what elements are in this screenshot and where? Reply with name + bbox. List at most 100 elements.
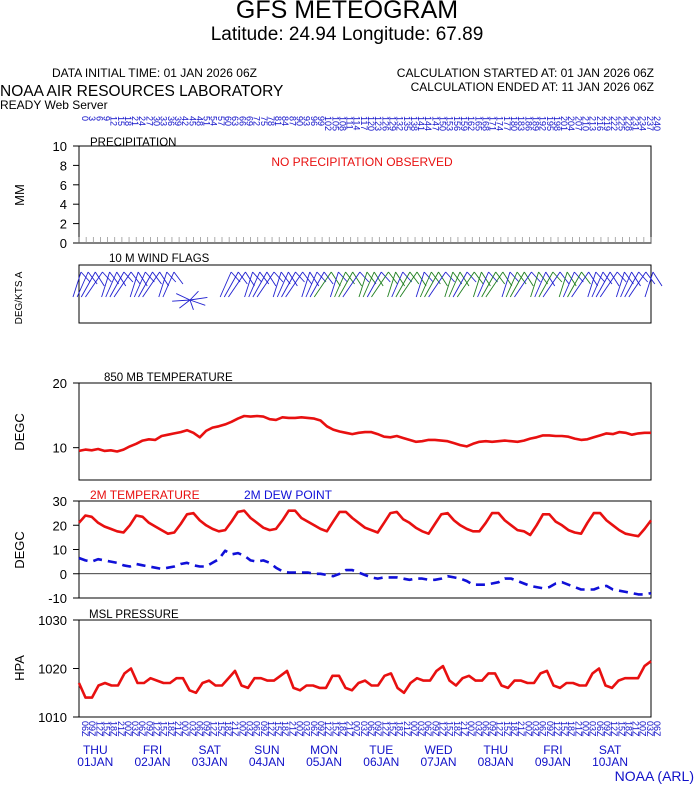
forecast-hour-label: 81 (273, 116, 283, 126)
forecast-hour-label: 159 (459, 116, 469, 131)
wind-barb (133, 271, 146, 298)
day-of-week-label: TUE (369, 743, 393, 757)
utc-hour-label: 12Z (266, 721, 276, 737)
wind-barb-flag (123, 271, 134, 283)
utc-hour-label: 21Z (173, 721, 183, 737)
forecast-hour-label: 111 (345, 116, 355, 130)
wind-barb (362, 271, 375, 298)
forecast-hour-label: 207 (573, 116, 583, 131)
day-of-week-label: FRI (143, 743, 162, 757)
legend-2m-temperature: 2M TEMPERATURE (90, 488, 200, 502)
utc-hour-label: 03Z (302, 721, 312, 737)
wind-barb (334, 271, 346, 298)
utc-hour-label: 12Z (323, 721, 333, 737)
utc-hour-label: 03Z (645, 721, 655, 737)
utc-hour-label: 15Z (159, 721, 169, 737)
forecast-hour-label: 18 (123, 116, 133, 126)
utc-hour-label: 06Z (366, 721, 376, 737)
wind-barb (219, 271, 232, 298)
wind-barb (567, 271, 582, 298)
forecast-hour-label: 21 (130, 116, 140, 126)
wind-barb (534, 271, 547, 298)
wind-barb (371, 271, 389, 298)
credit-label: NOAA (ARL) (614, 768, 694, 784)
forecast-hour-label: 144 (423, 116, 433, 131)
wind-barb (530, 271, 540, 298)
y-tick-label: 8 (60, 158, 67, 173)
wind-barb (189, 299, 206, 306)
forecast-hour-label: 117 (359, 116, 369, 130)
wind-barb (542, 271, 561, 298)
wind-barb-flag (545, 271, 556, 287)
y-tick-label: 1020 (38, 662, 67, 677)
utc-hour-label: 00Z (638, 721, 648, 737)
y-axis-label: DEGC (12, 531, 27, 569)
utc-hour-label: 18Z (337, 721, 347, 737)
wind-barb (129, 271, 139, 298)
day-of-week-label: THU (483, 743, 508, 757)
utc-hour-label: 06Z (538, 721, 548, 737)
day-of-week-label: SUN (254, 743, 279, 757)
wind-barb (179, 299, 191, 309)
wind-barb-flag (645, 271, 656, 285)
utc-hour-label: 06Z (595, 721, 605, 737)
utc-hour-label: 21Z (573, 721, 583, 737)
utc-hour-label: 21Z (402, 721, 412, 737)
wind-barb (252, 271, 268, 298)
wind-barb (628, 271, 647, 298)
utc-hour-label: 09Z (144, 721, 154, 737)
chart-title: GFS METEOGRAM (235, 0, 459, 24)
wind-barb (501, 271, 511, 298)
forecast-hour-label: 237 (645, 116, 655, 131)
wind-barb (105, 271, 118, 298)
utc-hour-label: 18Z (509, 721, 519, 737)
forecast-hour-label: 150 (438, 116, 448, 131)
calculation-ended: CALCULATION ENDED AT: 11 JAN 2026 06Z (410, 80, 654, 94)
utc-hour-label: 00Z (409, 721, 419, 737)
server-name: READY Web Server (0, 98, 108, 112)
data-initial-time: DATA INITIAL TIME: 01 JAN 2026 06Z (52, 66, 257, 80)
day-of-week-label: FRI (543, 743, 562, 757)
wind-barb-flag (438, 271, 448, 287)
wind-barb (444, 271, 454, 298)
wind-barb (138, 271, 153, 298)
day-date-label: 01JAN (77, 755, 113, 769)
utc-hour-label: 18Z (280, 721, 290, 737)
day-of-week-label: MON (310, 743, 338, 757)
forecast-hour-label: 135 (402, 116, 412, 131)
forecast-hour-label: 12 (109, 116, 119, 126)
wind-barb (189, 290, 199, 301)
forecast-hour-label: 51 (202, 116, 212, 126)
wind-barb-flag (445, 271, 455, 283)
forecast-hour-label: 24 (137, 116, 147, 126)
wind-barb-flag (388, 271, 398, 285)
y-axis-label: HPA (12, 655, 27, 681)
wind-barb-flag (152, 271, 162, 285)
utc-hour-label: 12Z (552, 721, 562, 737)
utc-hour-label: 15Z (330, 721, 340, 737)
panel-frame-4 (78, 619, 652, 718)
forecast-hour-label: 183 (516, 116, 526, 131)
day-date-label: 07JAN (420, 755, 456, 769)
day-of-week-label: THU (83, 743, 108, 757)
y-tick-label: 20 (53, 518, 67, 533)
wind-barb (452, 271, 468, 298)
wind-barb (587, 271, 597, 298)
wind-barb (456, 271, 475, 298)
forecast-hour-label: 162 (466, 116, 476, 131)
wind-barb (571, 271, 590, 298)
utc-hour-label: 00Z (352, 721, 362, 737)
day-date-label: 10JAN (592, 755, 628, 769)
wind-barb-flag (287, 271, 298, 287)
forecast-hour-label: 72 (252, 116, 262, 126)
forecast-hour-label: 75 (259, 116, 269, 126)
day-date-label: 02JAN (134, 755, 170, 769)
wind-barb-flag (380, 271, 391, 283)
utc-hour-label: 06Z (194, 721, 204, 737)
forecast-hour-label: 45 (187, 116, 197, 126)
day-date-label: 09JAN (535, 755, 571, 769)
wind-barb (472, 271, 482, 298)
wind-barb (309, 271, 325, 298)
forecast-hour-label: 195 (545, 116, 555, 131)
forecast-hour-label: 168 (480, 116, 490, 131)
